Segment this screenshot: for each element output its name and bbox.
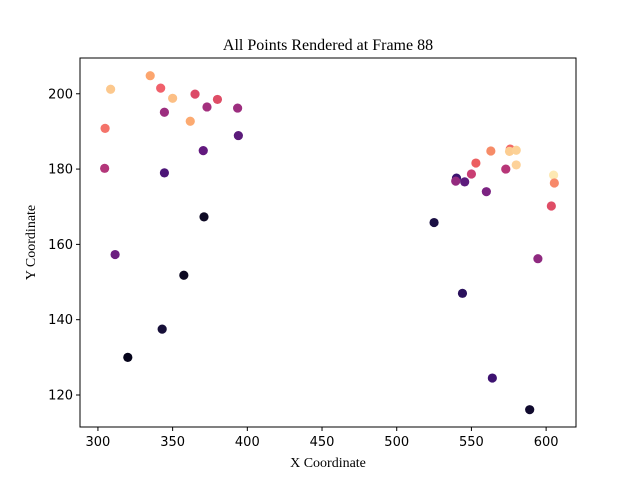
x-axis-label: X Coordinate [290, 456, 366, 471]
data-point-26 [471, 158, 481, 168]
y-tick-label-2: 160 [48, 238, 73, 253]
x-tick-label-2: 400 [235, 435, 260, 450]
data-point-39 [549, 178, 559, 188]
data-point-14 [159, 168, 170, 178]
data-point-21 [457, 288, 468, 298]
data-point-1 [145, 71, 155, 81]
data-point-3 [168, 93, 178, 103]
data-point-18 [157, 324, 167, 334]
data-point-9 [202, 102, 212, 112]
data-point-38 [548, 170, 559, 180]
y-tick-label-0: 120 [48, 388, 73, 403]
data-point-34 [487, 373, 497, 383]
data-point-29 [501, 164, 511, 174]
data-point-15 [199, 212, 209, 222]
data-point-13 [198, 146, 208, 156]
x-tick-label-3: 450 [310, 435, 335, 450]
data-point-23 [451, 176, 461, 186]
data-point-8 [190, 89, 200, 99]
data-point-7 [185, 116, 195, 126]
data-point-24 [460, 177, 470, 187]
data-point-17 [179, 270, 189, 280]
data-point-5 [100, 163, 110, 173]
x-tick-label-6: 600 [534, 435, 559, 450]
y-tick-label-3: 180 [48, 163, 73, 178]
data-point-4 [100, 123, 110, 134]
data-point-20 [429, 217, 439, 228]
data-point-10 [212, 94, 223, 105]
plot-frame [79, 57, 577, 428]
axis-ticks: 300 350 400 450 500 550 600 120 140 160 180 200 [48, 87, 558, 450]
x-tick-label-1: 350 [160, 435, 185, 450]
data-point-0 [106, 84, 116, 94]
data-point-32 [511, 145, 521, 155]
x-tick-label-0: 300 [86, 435, 111, 450]
data-point-35 [525, 405, 535, 415]
data-point-11 [233, 103, 243, 113]
data-point-33 [511, 160, 521, 170]
data-point-36 [533, 254, 543, 264]
chart-title: All Points Rendered at Frame 88 [223, 37, 433, 54]
x-tick-label-4: 500 [384, 435, 409, 450]
data-point-27 [481, 187, 491, 197]
data-points [100, 71, 559, 415]
y-tick-label-4: 200 [48, 87, 73, 102]
data-point-28 [486, 146, 496, 156]
data-point-16 [110, 249, 120, 260]
data-point-6 [159, 107, 170, 117]
data-point-37 [546, 201, 556, 211]
data-point-25 [466, 169, 477, 179]
y-axis-label: Y Coordinate [24, 205, 39, 280]
data-point-2 [156, 83, 166, 93]
data-point-12 [233, 130, 243, 141]
data-point-19 [123, 352, 133, 362]
x-tick-label-5: 550 [459, 435, 484, 450]
y-tick-label-1: 140 [48, 313, 73, 328]
